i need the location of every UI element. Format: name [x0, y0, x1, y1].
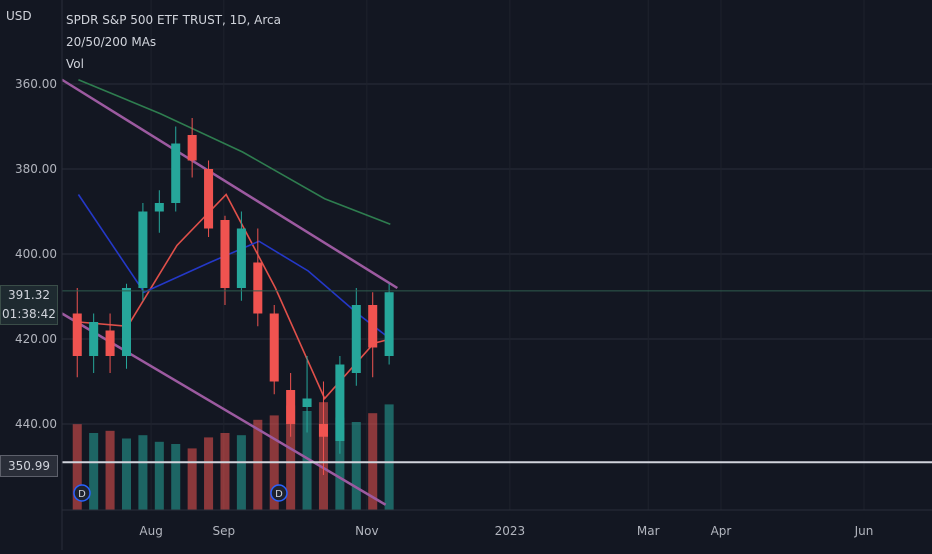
- volume-bar: [220, 433, 230, 510]
- volume-bar: [89, 433, 99, 510]
- x-tick-label: Mar: [637, 524, 660, 538]
- candle-body: [368, 305, 378, 348]
- currency-label: USD: [6, 9, 32, 23]
- volume-bar: [335, 417, 345, 510]
- event-label: D: [275, 489, 283, 500]
- symbol-title[interactable]: SPDR S&P 500 ETF TRUST, 1D, Arca: [66, 13, 281, 27]
- candle-body: [138, 211, 148, 288]
- level-price: 350.99: [8, 459, 50, 473]
- candle-body: [384, 292, 394, 356]
- y-tick-label: 360.00: [15, 77, 57, 91]
- candle-body: [335, 364, 345, 441]
- current-price: 391.32: [8, 288, 50, 302]
- candle-body: [253, 262, 263, 314]
- candle-body: [351, 305, 361, 373]
- level-price-badge: 350.99: [0, 455, 58, 477]
- x-tick-label: Nov: [355, 524, 378, 538]
- bar-countdown: 01:38:42: [2, 307, 56, 321]
- volume-bar: [351, 422, 361, 510]
- ma20-line: [78, 193, 391, 400]
- candle-body: [236, 228, 246, 288]
- x-tick-label: Apr: [711, 524, 732, 538]
- volume-bar: [72, 424, 82, 510]
- volume-bar: [384, 404, 394, 510]
- volume-bar: [105, 430, 115, 510]
- volume-bar: [302, 411, 312, 510]
- candle-body: [269, 313, 279, 382]
- channel-lower-line: [61, 312, 387, 506]
- dividend-event-icon[interactable]: D: [73, 484, 91, 502]
- candle-body: [154, 203, 164, 212]
- candle-body: [187, 135, 197, 161]
- volume-bar: [236, 435, 246, 510]
- volume-bar: [286, 405, 296, 510]
- volume-bar: [154, 441, 164, 510]
- candle-body: [72, 313, 82, 356]
- volume-bar: [187, 448, 197, 510]
- candle-body: [318, 424, 328, 437]
- candle-body: [204, 169, 214, 229]
- indicator-vol[interactable]: Vol: [66, 57, 84, 71]
- current-price-badge: 391.32 01:38:42: [0, 285, 58, 325]
- volume-bar: [121, 438, 132, 510]
- x-tick-label: 2023: [495, 524, 526, 538]
- event-circle: [270, 484, 288, 502]
- y-tick-label: 400.00: [15, 247, 57, 261]
- volume-bar: [171, 444, 181, 510]
- channel-upper-line: [61, 78, 398, 290]
- volume-bar: [138, 435, 148, 510]
- chart-legend: SPDR S&P 500 ETF TRUST, 1D, Arca 20/50/2…: [66, 9, 281, 75]
- candle-body: [89, 322, 99, 356]
- candle-body: [286, 390, 296, 424]
- candle-body: [302, 398, 312, 407]
- volume-bar: [204, 437, 214, 510]
- x-tick-label: Aug: [139, 524, 162, 538]
- ma200-line: [78, 79, 391, 225]
- event-circle: [73, 484, 91, 502]
- event-label: D: [78, 489, 86, 500]
- x-tick-label: Sep: [212, 524, 235, 538]
- indicator-ma[interactable]: 20/50/200 MAs: [66, 35, 157, 49]
- dividend-event-icon[interactable]: D: [270, 484, 288, 502]
- candle-body: [121, 288, 132, 356]
- y-tick-label: 380.00: [15, 162, 57, 176]
- volume-bar: [253, 419, 263, 510]
- candle-body: [171, 143, 181, 203]
- candle-body: [105, 330, 115, 356]
- y-tick-label: 440.00: [15, 417, 57, 431]
- x-tick-label: Jun: [854, 524, 874, 538]
- candle-body: [220, 220, 230, 288]
- y-tick-label: 420.00: [15, 332, 57, 346]
